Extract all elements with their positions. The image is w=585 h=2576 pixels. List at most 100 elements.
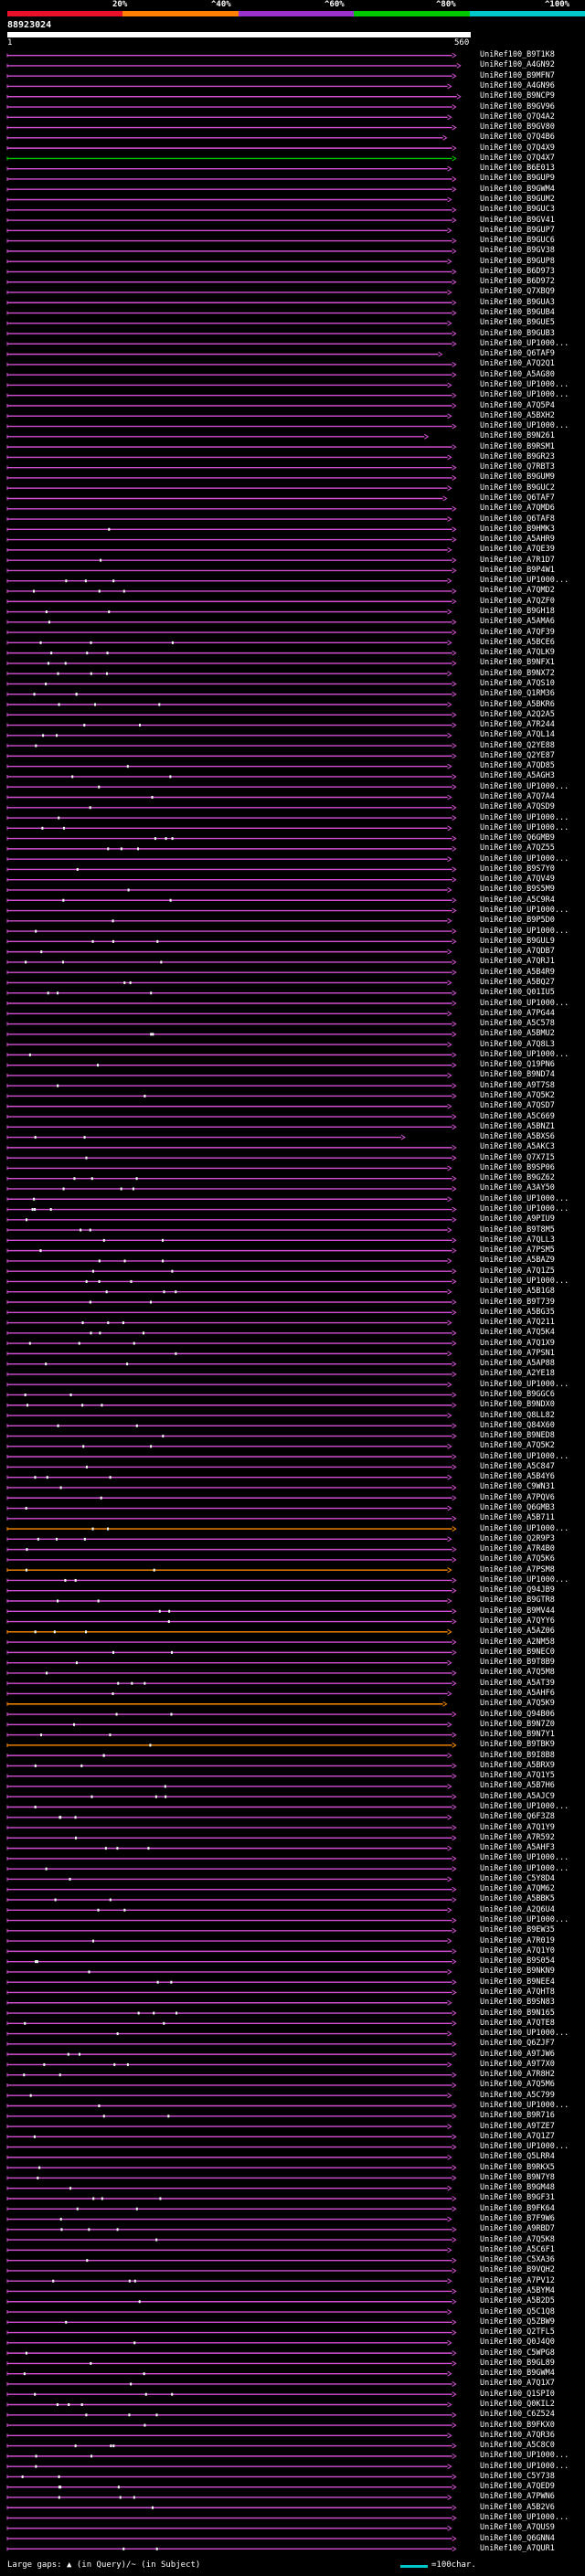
hit-id-label[interactable]: UniRef100_A7QMD6 xyxy=(480,504,555,514)
hit-id-label[interactable]: UniRef100_B7F9W6 xyxy=(480,2214,555,2224)
hit-id-label[interactable]: UniRef100_A5AKC3 xyxy=(480,1142,555,1152)
hit-id-label[interactable]: UniRef100_A5C6F1 xyxy=(480,2244,555,2254)
hit-id-label[interactable]: UniRef100_B9FKX0 xyxy=(480,2420,555,2430)
hit-id-label[interactable]: UniRef100_A7QRJ1 xyxy=(480,957,555,967)
hit-id-label[interactable]: UniRef100_B9R716 xyxy=(480,2111,555,2121)
hit-id-label[interactable]: UniRef100_A7Q211 xyxy=(480,1318,555,1328)
hit-id-label[interactable]: UniRef100_A7PSN1 xyxy=(480,1348,555,1358)
hit-id-label[interactable]: UniRef100_B9N7Y1 xyxy=(480,1730,555,1740)
hit-id-label[interactable]: UniRef100_A7QZ55 xyxy=(480,843,555,853)
hit-id-label[interactable]: UniRef100_Q94JB9 xyxy=(480,1585,555,1595)
hit-id-label[interactable]: UniRef100_Q0KIL2 xyxy=(480,2400,555,2409)
hit-id-label[interactable]: UniRef100_A7Q1Y9 xyxy=(480,1822,555,1832)
hit-id-label[interactable]: UniRef100_UP1000... xyxy=(480,2451,569,2461)
hit-id-label[interactable]: UniRef100_A7Q5K4 xyxy=(480,1328,555,1338)
hit-id-label[interactable]: UniRef100_B9GUP9 xyxy=(480,174,555,184)
hit-id-label[interactable]: UniRef100_UP1000... xyxy=(480,1915,569,1925)
hit-id-label[interactable]: UniRef100_A5B4R9 xyxy=(480,967,555,977)
hit-id-label[interactable]: UniRef100_Q5C1Q8 xyxy=(480,2306,555,2316)
hit-id-label[interactable]: UniRef100_B9GR23 xyxy=(480,451,555,461)
hit-id-label[interactable]: UniRef100_B9I8B8 xyxy=(480,1750,555,1760)
hit-id-label[interactable]: UniRef100_Q6TAF7 xyxy=(480,493,555,503)
hit-id-label[interactable]: UniRef100_A5BXS6 xyxy=(480,1132,555,1142)
hit-id-label[interactable]: UniRef100_A7QLL3 xyxy=(480,1235,555,1245)
hit-id-label[interactable]: UniRef100_C9WN31 xyxy=(480,1482,555,1492)
hit-id-label[interactable]: UniRef100_UP1000... xyxy=(480,1204,569,1214)
hit-id-label[interactable]: UniRef100_A7PWN6 xyxy=(480,2492,555,2502)
hit-id-label[interactable]: UniRef100_Q2R9P3 xyxy=(480,1533,555,1543)
hit-id-label[interactable]: UniRef100_UP1000... xyxy=(480,379,569,389)
hit-id-label[interactable]: UniRef100_B9GUB4 xyxy=(480,308,555,318)
hit-id-label[interactable]: UniRef100_A5C799 xyxy=(480,2090,555,2100)
hit-id-label[interactable]: UniRef100_A5AGH3 xyxy=(480,771,555,781)
hit-id-label[interactable]: UniRef100_Q6GNN4 xyxy=(480,2533,555,2543)
hit-id-label[interactable]: UniRef100_A7PG44 xyxy=(480,1008,555,1018)
hit-id-label[interactable]: UniRef100_Q01IU5 xyxy=(480,988,555,998)
hit-id-label[interactable]: UniRef100_Q5ZBW9 xyxy=(480,2316,555,2327)
hit-id-label[interactable]: UniRef100_Q7X7I5 xyxy=(480,1152,555,1162)
hit-id-label[interactable]: UniRef100_Q1RM36 xyxy=(480,689,555,699)
hit-id-label[interactable]: UniRef100_A5AHF6 xyxy=(480,1688,555,1698)
hit-id-label[interactable]: UniRef100_B9GV80 xyxy=(480,122,555,133)
hit-id-label[interactable]: UniRef100_A7Q5K9 xyxy=(480,1699,555,1709)
hit-id-label[interactable]: UniRef100_B9GM48 xyxy=(480,2183,555,2193)
hit-id-label[interactable]: UniRef100_UP1000... xyxy=(480,926,569,936)
hit-id-label[interactable]: UniRef100_A7PQV6 xyxy=(480,1492,555,1502)
hit-id-label[interactable]: UniRef100_A7Q1Z5 xyxy=(480,1266,555,1276)
hit-id-label[interactable]: UniRef100_A7Q5K2 xyxy=(480,1441,555,1451)
hit-id-label[interactable]: UniRef100_A7R1D7 xyxy=(480,555,555,565)
hit-id-label[interactable]: UniRef100_Q6F3Z8 xyxy=(480,1812,555,1822)
hit-id-label[interactable]: UniRef100_C5WPG8 xyxy=(480,2348,555,2358)
hit-id-label[interactable]: UniRef100_A7QED9 xyxy=(480,2482,555,2492)
hit-id-label[interactable]: UniRef100_A5BG35 xyxy=(480,1307,555,1317)
hit-id-label[interactable]: UniRef100_A7Q1Z7 xyxy=(480,2131,555,2141)
hit-id-label[interactable]: UniRef100_A5BKR6 xyxy=(480,699,555,709)
hit-id-label[interactable]: UniRef100_A7Q1Y0 xyxy=(480,1945,555,1956)
hit-id-label[interactable]: UniRef100_UP1000... xyxy=(480,853,569,864)
hit-id-label[interactable]: UniRef100_UP1000... xyxy=(480,2513,569,2523)
hit-id-label[interactable]: UniRef100_Q6ZJF7 xyxy=(480,2039,555,2049)
hit-id-label[interactable]: UniRef100_Q94B06 xyxy=(480,1709,555,1719)
hit-id-label[interactable]: UniRef100_B9N7Z0 xyxy=(480,1719,555,1729)
hit-id-label[interactable]: UniRef100_B9NEE4 xyxy=(480,1977,555,1987)
hit-id-label[interactable]: UniRef100_A5B4Y6 xyxy=(480,1472,555,1482)
hit-id-label[interactable]: UniRef100_B6D973 xyxy=(480,266,555,276)
hit-id-label[interactable]: UniRef100_Q2TFL5 xyxy=(480,2327,555,2337)
hit-id-label[interactable]: UniRef100_A7Q5M8 xyxy=(480,1668,555,1678)
hit-id-label[interactable]: UniRef100_B9GUP7 xyxy=(480,225,555,235)
hit-id-label[interactable]: UniRef100_B6E013 xyxy=(480,164,555,174)
hit-id-label[interactable]: UniRef100_UP1000... xyxy=(480,1802,569,1811)
hit-id-label[interactable]: UniRef100_B9GUC3 xyxy=(480,205,555,215)
hit-id-label[interactable]: UniRef100_A7QL14 xyxy=(480,730,555,740)
hit-id-label[interactable]: UniRef100_C5Y8D4 xyxy=(480,1873,555,1883)
hit-id-label[interactable]: UniRef100_A7Q8L3 xyxy=(480,1039,555,1049)
hit-id-label[interactable]: UniRef100_Q7RBT3 xyxy=(480,462,555,472)
hit-id-label[interactable]: UniRef100_B9GUE5 xyxy=(480,318,555,328)
hit-id-label[interactable]: UniRef100_A7Q5K2 xyxy=(480,1090,555,1100)
hit-id-label[interactable]: UniRef100_B9GUL9 xyxy=(480,936,555,946)
hit-id-label[interactable]: UniRef100_A7Q5M6 xyxy=(480,2080,555,2090)
hit-id-label[interactable]: UniRef100_A7R019 xyxy=(480,1935,555,1945)
hit-id-label[interactable]: UniRef100_UP1000... xyxy=(480,2461,569,2471)
hit-id-label[interactable]: UniRef100_A5AHF3 xyxy=(480,1843,555,1853)
hit-id-label[interactable]: UniRef100_A7Q5K8 xyxy=(480,2234,555,2244)
hit-id-label[interactable]: UniRef100_B9N261 xyxy=(480,431,555,441)
hit-id-label[interactable]: UniRef100_A7R8H2 xyxy=(480,2070,555,2080)
hit-id-label[interactable]: UniRef100_A5C847 xyxy=(480,1461,555,1471)
hit-id-label[interactable]: UniRef100_UP1000... xyxy=(480,390,569,400)
hit-id-label[interactable]: UniRef100_A5BRX9 xyxy=(480,1760,555,1770)
hit-id-label[interactable]: UniRef100_A9T7X0 xyxy=(480,2059,555,2069)
hit-id-label[interactable]: UniRef100_A7QF39 xyxy=(480,627,555,637)
hit-id-label[interactable]: UniRef100_A2NM58 xyxy=(480,1637,555,1647)
hit-id-label[interactable]: UniRef100_B9NDX0 xyxy=(480,1400,555,1410)
hit-id-label[interactable]: UniRef100_A7QYY6 xyxy=(480,1617,555,1627)
hit-id-label[interactable]: UniRef100_A5B711 xyxy=(480,1513,555,1523)
hit-id-label[interactable]: UniRef100_A5AP88 xyxy=(480,1359,555,1369)
hit-id-label[interactable]: UniRef100_A7Q5P4 xyxy=(480,400,555,410)
hit-id-label[interactable]: UniRef100_A7PSM8 xyxy=(480,1564,555,1574)
hit-id-label[interactable]: UniRef100_A5B2D5 xyxy=(480,2296,555,2306)
hit-id-label[interactable]: UniRef100_A7QZF0 xyxy=(480,596,555,606)
hit-id-label[interactable]: UniRef100_UP1000... xyxy=(480,998,569,1008)
hit-id-label[interactable]: UniRef100_C5Y738 xyxy=(480,2471,555,2481)
hit-id-label[interactable]: UniRef100_A7PV12 xyxy=(480,2275,555,2285)
